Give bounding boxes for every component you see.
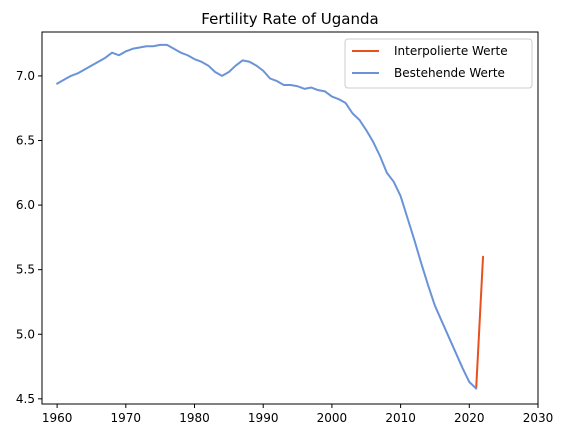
y-tick-label-6.5: 6.5 [16,134,35,148]
x-tick-label-1970: 1970 [111,411,142,425]
x-tick-label-2000: 2000 [317,411,348,425]
x-tick-label-2010: 2010 [385,411,416,425]
y-tick-label-7.0: 7.0 [16,69,35,83]
chart-title: Fertility Rate of Uganda [201,10,378,28]
x-tick-label-1990: 1990 [248,411,279,425]
x-tick-label-2020: 2020 [454,411,485,425]
x-tick-label-2030: 2030 [523,411,554,425]
legend-label-existing: Bestehende Werte [394,66,505,80]
series-line-interpolated [475,255,485,390]
x-tick-label-1960: 1960 [42,411,73,425]
y-axis: 4.5 5.0 5.5 6.0 6.5 7.0 [16,69,42,406]
legend-box [344,38,533,89]
plot-lines [56,43,485,390]
series-line-existing [56,43,478,390]
y-tick-label-5.0: 5.0 [16,327,35,341]
y-tick-label-6.0: 6.0 [16,198,35,212]
y-tick-label-5.5: 5.5 [16,263,35,277]
y-tick-label-4.5: 4.5 [16,392,35,406]
x-axis: 1960 1970 1980 1990 2000 2010 2020 2030 [42,404,553,425]
plot-frame [41,31,539,405]
x-tick-label-1980: 1980 [179,411,210,425]
legend-label-interpolated: Interpolierte Werte [394,44,508,58]
legend: Interpolierte Werte Bestehende Werte [344,38,533,89]
